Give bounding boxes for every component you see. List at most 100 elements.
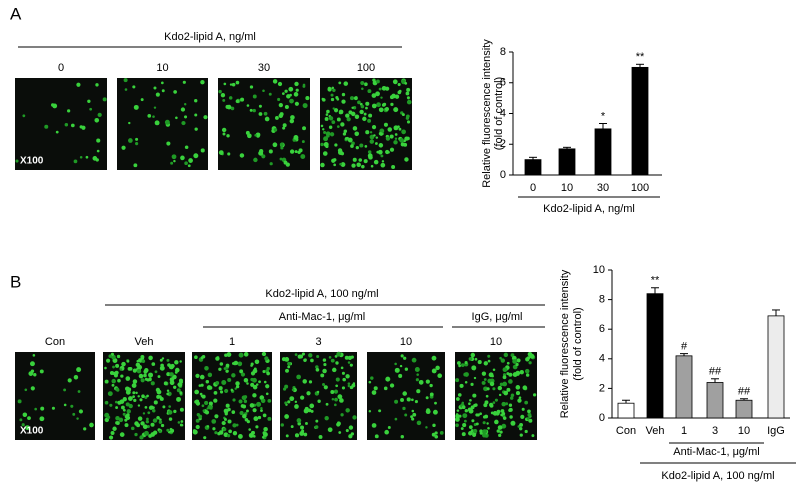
cell [369,139,375,144]
cell [108,435,114,440]
cell [169,372,174,377]
cell [363,112,367,116]
cell [230,106,235,111]
cell [464,372,469,377]
cell [114,370,119,375]
cell [214,431,218,435]
cell [215,356,220,361]
cell [470,382,474,386]
cell [153,86,157,90]
cell [180,155,185,161]
cell [414,400,418,404]
cell [348,434,353,439]
micrograph [320,78,412,170]
cell [503,390,509,396]
cell [404,157,409,162]
cell [102,97,107,102]
cell [224,412,228,416]
cell [318,435,323,439]
cell [40,406,45,411]
x-tick-label: 3 [712,425,718,437]
cell [239,153,245,158]
cell [464,360,468,365]
cell [205,380,210,384]
cell [497,385,503,391]
cell [429,392,434,397]
cell [97,112,102,118]
cell [122,412,126,416]
cell [502,373,507,377]
cell [394,133,398,136]
y-axis-label: Relative fluorescence intensity [481,39,493,188]
cell [387,426,391,430]
cell [509,415,513,419]
cell [198,384,202,387]
cell [360,104,365,109]
cell [289,149,295,154]
cell [226,433,231,438]
cell [314,425,319,429]
cell [439,431,444,435]
panel-header: Kdo2-lipid A, ng/ml [164,31,256,43]
cell [368,410,372,413]
cell [400,398,404,402]
cell [498,393,502,397]
micrograph [15,352,95,440]
cell [429,383,433,388]
cell [416,373,419,376]
cell [301,429,305,433]
cell [76,417,79,420]
cell [275,116,279,120]
micrograph [15,78,107,170]
cell [174,370,178,374]
cell [120,405,125,410]
panel-label: A [10,4,22,23]
cell [376,102,381,108]
cell [500,358,506,363]
cell [401,113,405,117]
cell [518,396,522,399]
cell [153,106,157,109]
cell [17,399,22,404]
cell [96,138,101,143]
cell [258,112,263,116]
cell [456,409,460,412]
cell [316,354,320,359]
bar [524,159,542,176]
cell [529,353,535,359]
cell [242,413,247,419]
cell [468,431,473,436]
cell [510,393,515,398]
bar [675,355,693,419]
cell [235,384,240,389]
cell [281,92,285,95]
cell [154,370,158,374]
cell [352,382,356,385]
cell [202,409,206,413]
cell [425,426,428,429]
cell [498,433,502,437]
cell [177,421,181,424]
group-label: Anti-Mac-1, μg/ml [673,446,759,458]
cell [137,416,143,421]
cell [161,357,165,360]
cell [232,398,236,402]
cell [138,373,144,379]
cell [223,408,229,414]
cell [462,413,468,419]
cell [464,380,468,384]
cell [520,414,525,419]
cell [497,425,503,430]
cell [221,379,227,385]
cell [144,406,148,409]
cell [309,403,315,409]
cell [300,154,306,159]
cell [360,80,365,86]
cell [335,361,339,365]
cell [406,120,411,124]
cell [249,108,253,112]
x-tick-label: Con [616,425,636,437]
cell [282,123,287,128]
group-label: Kdo2-lipid A, ng/ml [543,203,635,215]
panel-subheader: IgG, μg/ml [472,311,523,323]
